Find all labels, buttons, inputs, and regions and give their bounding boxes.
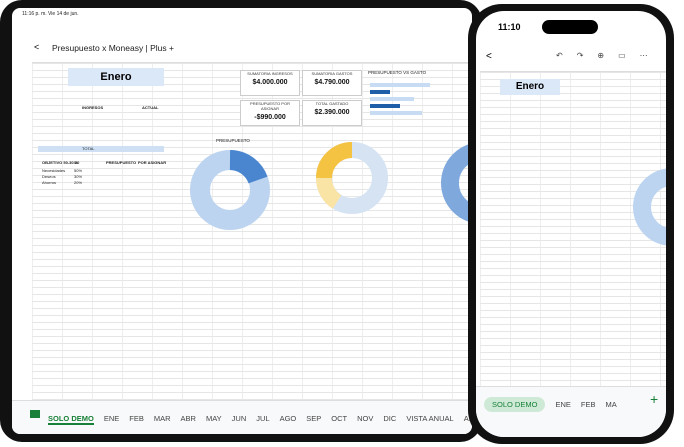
phone-screen: 11:10 < ↶↷⊕▭⋯ Enero SOLO DEMO ENE FEB MA + xyxy=(476,11,666,437)
add-sheet[interactable]: + xyxy=(650,391,659,407)
kpi-card: SUMATORIA GASTOS $4.790.000 xyxy=(302,70,362,96)
sheet-tab[interactable]: VISTA ANUAL xyxy=(406,414,454,423)
dynamic-island xyxy=(542,20,598,34)
kpi-label: SUMATORIA INGRESOS xyxy=(247,71,293,76)
table-cell: Deseos xyxy=(42,174,56,179)
month-box: Enero xyxy=(68,68,164,86)
kpi-label: SUMATORIA GASTOS xyxy=(311,71,353,76)
sheet-tab[interactable]: MAY xyxy=(205,414,222,423)
tab-bar xyxy=(12,400,472,434)
sheet-tab[interactable]: AGO xyxy=(279,414,297,423)
status-time: 11:10 xyxy=(498,22,521,32)
sheet-tab[interactable]: DIC xyxy=(383,414,397,423)
sheet-tab[interactable]: AN xyxy=(463,414,472,423)
sheet-tab[interactable]: ABR xyxy=(180,414,196,423)
sheet-tab[interactable]: MAR xyxy=(153,414,171,423)
sheet xyxy=(480,71,666,387)
doc-title: Presupuesto x Moneasy | Plus + xyxy=(52,43,174,53)
total-label: TOTAL xyxy=(82,146,95,151)
kpi-label: TOTAL GASTADO xyxy=(315,101,349,106)
sheet-tab[interactable]: SOLO DEMO xyxy=(48,414,94,425)
month-box: Enero xyxy=(500,79,560,95)
kpi-value: $4.790.000 xyxy=(314,79,350,86)
sheets-menu[interactable] xyxy=(30,410,40,418)
toolbar[interactable]: ↶↷⊕▭⋯ xyxy=(556,51,662,60)
sheet-tab[interactable]: FEB xyxy=(129,414,144,423)
chart-title: PRESUPUESTO VS GASTO xyxy=(368,70,427,75)
table-cell: 30% xyxy=(74,174,83,179)
kpi-value: $2.390.000 xyxy=(314,109,350,116)
table-header: PRESUPUESTO xyxy=(106,160,137,165)
header-bg xyxy=(38,146,164,152)
table-cell: 20% xyxy=(74,180,83,185)
back-button[interactable]: < xyxy=(34,42,40,52)
sheet-tab[interactable]: NOV xyxy=(357,414,374,423)
table-cell: Necesidades xyxy=(42,168,66,173)
table-header: INGRESOS xyxy=(82,105,104,110)
status-time: 11:16 p. m. Vie 14 de jun. xyxy=(22,11,79,17)
donuts xyxy=(190,142,472,230)
kpi-value: $4.000.000 xyxy=(252,79,288,86)
sheet-tab[interactable]: SOLO DEMO xyxy=(484,397,546,412)
sheet-tab[interactable]: JUL xyxy=(256,414,270,423)
back-button[interactable]: < xyxy=(486,51,492,62)
table-header: OBJETIVO 50-30-20 xyxy=(42,160,80,165)
bar-chart xyxy=(370,80,445,120)
kpi-card: PRESUPUESTO POR ASIGNAR -$990.000 xyxy=(240,100,300,126)
sheet-tab[interactable]: ENE xyxy=(555,400,571,409)
table-cell: Ahorros xyxy=(42,180,57,185)
chart-title: PRESUPUESTO xyxy=(216,138,250,143)
sheet-tab[interactable]: FEB xyxy=(580,400,596,409)
table-header: ACTUAL xyxy=(142,105,159,110)
tabs: SOLO DEMO ENE FEB MA xyxy=(484,394,627,412)
tablet-screen: 11:16 p. m. Vie 14 de jun. < Presupuesto… xyxy=(12,8,472,434)
sheet-tab[interactable]: MA xyxy=(605,400,617,409)
table-header: % xyxy=(74,160,78,165)
kpi-card: SUMATORIA INGRESOS $4.000.000 xyxy=(240,70,300,96)
tabs: SOLO DEMO ENE FEB MAR ABR MAY JUN JUL AGO SEP OCT N… xyxy=(48,408,472,426)
sheet-tab[interactable]: ENE xyxy=(103,414,120,423)
table-cell: 50% xyxy=(74,168,83,173)
donut xyxy=(633,168,666,246)
kpi-value: -$990.000 xyxy=(254,114,286,121)
sheet-tab[interactable]: SEP xyxy=(306,414,322,423)
sheet-tab[interactable]: OCT xyxy=(331,414,348,423)
table-header: POR ASIGNAR xyxy=(138,160,167,165)
sheet-tab[interactable]: JUN xyxy=(231,414,247,423)
kpi-card: TOTAL GASTADO $2.390.000 xyxy=(302,100,362,126)
kpi-label: PRESUPUESTO POR ASIGNAR xyxy=(250,101,290,111)
